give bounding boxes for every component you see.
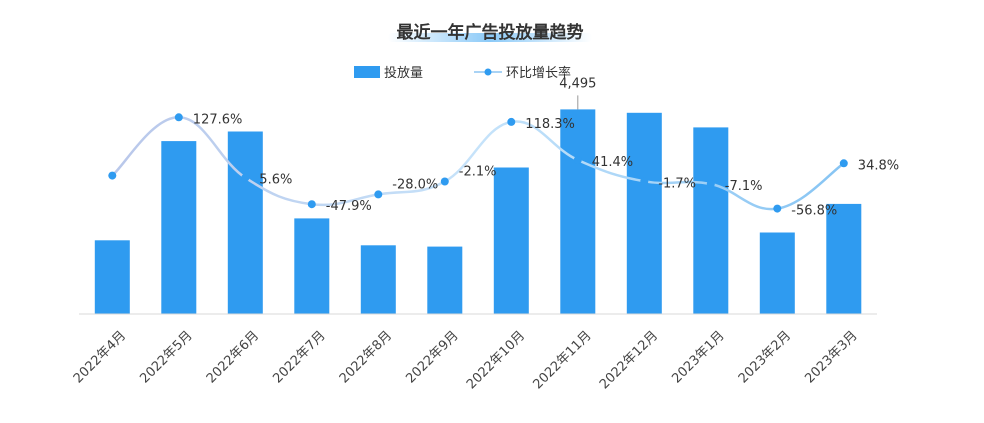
- bar-3[interactable]: [227, 131, 263, 315]
- growth-label-12: 34.8%: [858, 158, 899, 173]
- growth-point-10[interactable]: [706, 180, 715, 188]
- x-tick-label-8: 2022年11月: [531, 328, 595, 392]
- growth-label-11: -56.8%: [791, 204, 837, 219]
- growth-point-5[interactable]: [374, 190, 383, 199]
- data-labels-layer: 4,495 127.6% 5.6% -47.9% -28.0% -2.1% 118.3% 41…: [193, 76, 899, 218]
- bar-12[interactable]: [826, 203, 862, 314]
- bar-8[interactable]: [560, 109, 596, 315]
- growth-label-5: -28.0%: [392, 177, 438, 192]
- growth-label-2: 127.6%: [193, 112, 243, 127]
- growth-line-layer: [108, 113, 848, 213]
- growth-point-2[interactable]: [174, 113, 183, 122]
- x-tick-label-7: 2022年10月: [464, 328, 528, 392]
- x-tick-label-9: 2022年12月: [597, 328, 661, 392]
- x-tick-label-1: 2022年4月: [71, 328, 129, 386]
- x-tick-label-4: 2022年7月: [270, 328, 328, 386]
- max-value-label: 4,495: [559, 76, 596, 91]
- x-axis-ticks: 2022年4月 2022年5月 2022年6月 2022年7月 2022年8月 2022年…: [71, 328, 861, 392]
- growth-label-10: -7.1%: [725, 179, 763, 194]
- growth-point-7[interactable]: [507, 117, 516, 126]
- legend-line-label: 环比增长率: [506, 65, 571, 81]
- x-tick-label-5: 2022年8月: [337, 328, 395, 386]
- growth-point-8[interactable]: [573, 156, 582, 164]
- x-tick-label-10: 2023年1月: [669, 328, 727, 386]
- bar-5[interactable]: [360, 245, 396, 314]
- bar-1[interactable]: [94, 240, 130, 314]
- x-tick-label-6: 2022年9月: [403, 328, 461, 386]
- growth-point-12[interactable]: [839, 159, 848, 168]
- growth-point-11[interactable]: [773, 204, 782, 213]
- growth-label-9: -1.7%: [658, 176, 696, 191]
- legend-item-bar[interactable]: 投放量: [354, 65, 423, 81]
- growth-point-1[interactable]: [108, 171, 117, 180]
- title-underline: [388, 33, 592, 42]
- growth-rate-line: [111, 116, 845, 211]
- legend-bar-swatch: [354, 66, 380, 78]
- x-tick-label-2: 2022年5月: [137, 328, 195, 386]
- legend: 投放量 环比增长率: [354, 65, 571, 81]
- bars-layer: [94, 109, 862, 315]
- legend-line-marker: [484, 68, 492, 76]
- bar-2[interactable]: [161, 141, 197, 314]
- growth-point-3[interactable]: [241, 173, 250, 182]
- chart-title: 最近一年广告投放量趋势: [397, 22, 584, 43]
- x-tick-label-11: 2023年2月: [736, 328, 794, 386]
- growth-label-7: 118.3%: [525, 117, 575, 132]
- bar-11[interactable]: [759, 232, 795, 315]
- legend-item-line[interactable]: 环比增长率: [474, 65, 571, 81]
- bar-10[interactable]: [693, 127, 729, 315]
- growth-label-6: -2.1%: [459, 165, 497, 180]
- bar-9[interactable]: [626, 112, 662, 314]
- x-tick-label-3: 2022年6月: [204, 328, 262, 386]
- x-tick-label-12: 2023年3月: [802, 328, 860, 386]
- legend-bar-label: 投放量: [384, 65, 423, 81]
- growth-point-9[interactable]: [640, 177, 649, 186]
- bar-6[interactable]: [427, 246, 463, 314]
- growth-label-3: 5.6%: [259, 173, 292, 188]
- bar-7[interactable]: [493, 167, 529, 315]
- growth-label-8: 41.4%: [592, 155, 633, 170]
- growth-point-4[interactable]: [307, 200, 316, 209]
- growth-label-4: -47.9%: [326, 199, 372, 214]
- bar-4[interactable]: [294, 218, 330, 314]
- growth-point-6[interactable]: [440, 177, 449, 186]
